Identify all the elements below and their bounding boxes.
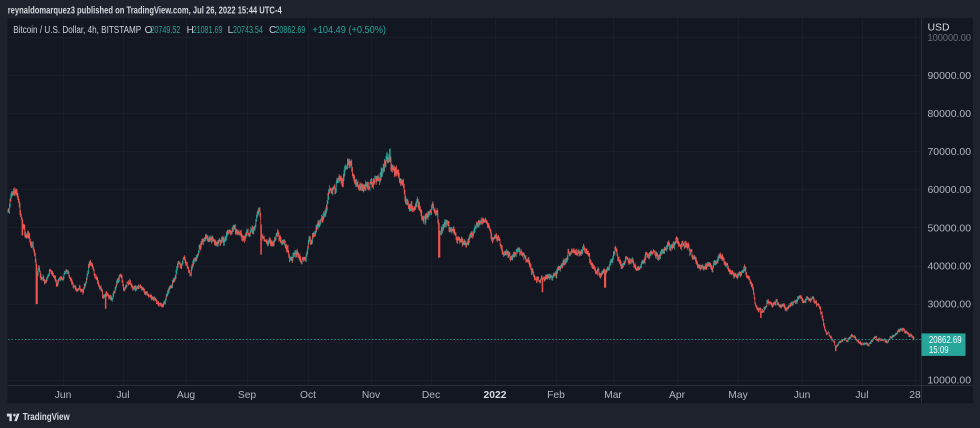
svg-text:Jul: Jul (116, 390, 129, 401)
svg-text:Aug: Aug (177, 390, 196, 401)
svg-text:2022: 2022 (484, 390, 507, 401)
svg-text:100000.00: 100000.00 (928, 33, 972, 44)
svg-text:90000.00: 90000.00 (928, 71, 972, 82)
svg-text:20862.69: 20862.69 (929, 335, 962, 346)
svg-text:28: 28 (909, 390, 921, 401)
svg-text:70000.00: 70000.00 (928, 147, 972, 158)
svg-text:O: O (145, 25, 153, 36)
svg-text:USD: USD (928, 23, 950, 34)
svg-text:Feb: Feb (547, 390, 565, 401)
svg-text:20743.54: 20743.54 (233, 25, 263, 36)
svg-text:15:09: 15:09 (929, 345, 949, 356)
svg-text:C: C (269, 25, 276, 36)
svg-text:Oct: Oct (300, 390, 316, 401)
svg-text:80000.00: 80000.00 (928, 109, 972, 120)
svg-text:10000.00: 10000.00 (928, 376, 972, 387)
svg-text:L: L (228, 25, 234, 36)
svg-text:May: May (728, 390, 748, 401)
svg-text:H: H (187, 25, 194, 36)
svg-text:Sep: Sep (238, 390, 257, 401)
svg-text:Dec: Dec (422, 390, 440, 401)
svg-text:50000.00: 50000.00 (928, 223, 972, 234)
svg-text:Apr: Apr (669, 390, 686, 401)
svg-text:40000.00: 40000.00 (928, 261, 972, 272)
svg-text:Bitcoin / U.S. Dollar, 4h, BIT: Bitcoin / U.S. Dollar, 4h, BITSTAMP (13, 25, 141, 36)
svg-text:reynaldomarquez3 published on: reynaldomarquez3 published on TradingVie… (8, 6, 282, 17)
svg-text:Jun: Jun (55, 390, 72, 401)
svg-text:21081.69: 21081.69 (193, 25, 223, 36)
svg-text:20749.52: 20749.52 (150, 25, 180, 36)
svg-text:30000.00: 30000.00 (928, 300, 972, 311)
svg-text:Jul: Jul (855, 390, 868, 401)
svg-text:Mar: Mar (604, 390, 622, 401)
svg-text:Jun: Jun (794, 390, 811, 401)
svg-text:60000.00: 60000.00 (928, 185, 972, 196)
svg-text:+104.49 (+0.50%): +104.49 (+0.50%) (312, 25, 386, 36)
svg-text:Nov: Nov (362, 390, 381, 401)
svg-text:20862.69: 20862.69 (275, 25, 305, 36)
svg-text:TradingView: TradingView (23, 411, 71, 423)
